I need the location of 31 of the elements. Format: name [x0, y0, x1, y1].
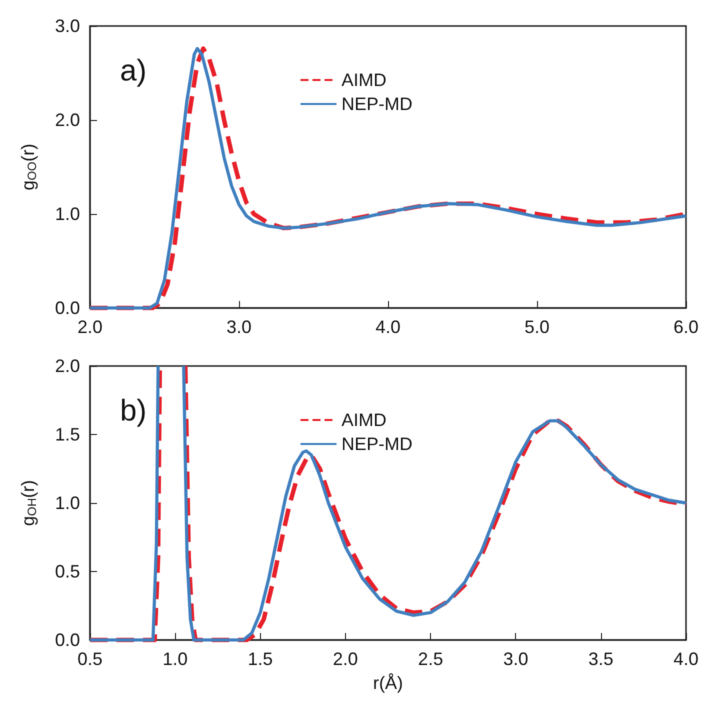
y-axis-title: gOH(r): [18, 480, 39, 526]
legend-label: NEP-MD: [342, 434, 412, 454]
x-tick-label: 2.5: [418, 649, 444, 669]
x-tick-label: 1.0: [162, 649, 188, 669]
y-tick-label: 0.0: [54, 298, 80, 318]
y-tick-label: 0.5: [54, 562, 80, 582]
x-tick-label: 6.0: [673, 317, 699, 337]
legend-label: NEP-MD: [342, 94, 412, 114]
annotation: a): [120, 54, 147, 88]
x-tick-label: 2.0: [77, 317, 103, 337]
y-tick-label: 3.0: [54, 16, 80, 36]
y-tick-label: 1.0: [54, 493, 80, 513]
x-axis-title: r(Å): [373, 673, 403, 693]
x-tick-label: 4.0: [375, 317, 401, 337]
x-tick-label: 1.5: [248, 649, 273, 669]
legend-label: AIMD: [342, 410, 386, 430]
y-tick-label: 2.0: [54, 356, 80, 376]
x-tick-label: 4.0: [673, 649, 699, 669]
y-tick-label: 1.0: [54, 204, 80, 224]
legend-label: AIMD: [342, 70, 386, 90]
annotation: b): [120, 394, 147, 428]
x-tick-label: 2.0: [332, 649, 358, 669]
x-tick-label: 0.5: [77, 649, 103, 669]
y-tick-label: 2.0: [54, 110, 80, 130]
x-tick-label: 3.0: [226, 317, 252, 337]
x-tick-label: 3.0: [503, 649, 528, 669]
x-tick-label: 5.0: [524, 317, 550, 337]
x-tick-label: 3.5: [588, 649, 614, 669]
y-axis-title: gOO(r): [18, 144, 39, 190]
y-tick-label: 0.0: [54, 630, 80, 650]
y-tick-label: 1.5: [54, 424, 80, 444]
